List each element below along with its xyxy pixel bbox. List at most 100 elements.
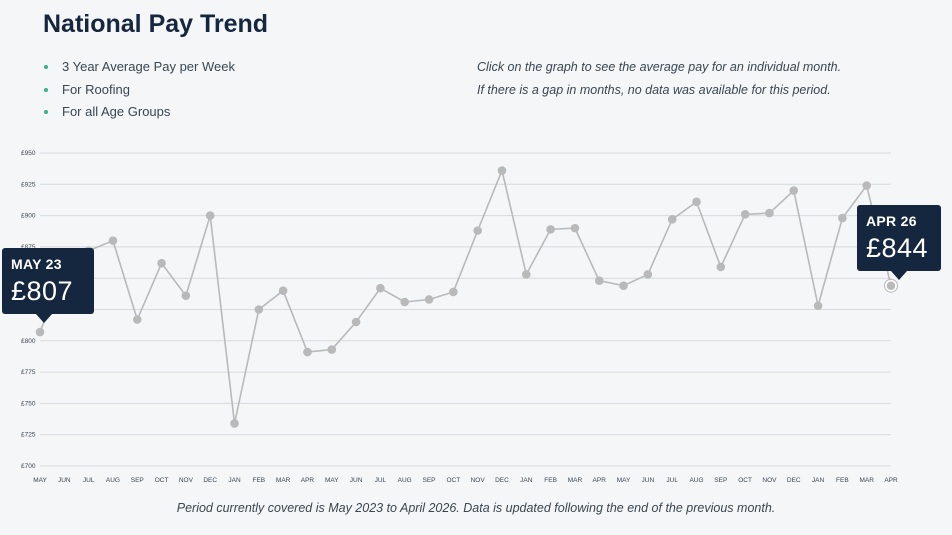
x-tick-label: DEC	[203, 477, 217, 484]
x-tick-label: SEP	[423, 477, 436, 484]
data-point[interactable]	[862, 181, 871, 190]
x-tick-label: JAN	[228, 477, 241, 484]
x-tick-label: JAN	[520, 477, 533, 484]
chart-notes: Click on the graph to see the average pa…	[477, 57, 841, 102]
list-item: 3 Year Average Pay per Week	[43, 57, 235, 80]
x-tick-label: AUG	[398, 477, 412, 484]
x-tick-label: OCT	[446, 477, 460, 484]
data-point[interactable]	[230, 419, 239, 428]
x-tick-label: APR	[884, 477, 898, 484]
x-tick-label: MAY	[33, 477, 47, 484]
x-tick-label: JUL	[375, 477, 387, 484]
y-tick-label: £900	[21, 213, 36, 220]
x-tick-label: SEP	[714, 477, 727, 484]
x-tick-label: MAY	[325, 477, 339, 484]
data-point[interactable]	[716, 262, 726, 272]
data-point[interactable]	[303, 347, 312, 357]
x-tick-label: DEC	[787, 477, 801, 484]
data-point[interactable]	[619, 281, 628, 291]
x-tick-label: JUN	[642, 477, 655, 484]
x-tick-label: JUN	[350, 477, 363, 484]
x-tick-label: FEB	[544, 477, 557, 484]
callout-start-value: £807	[11, 276, 74, 306]
data-point[interactable]	[424, 295, 434, 304]
data-point[interactable]	[327, 345, 337, 354]
data-point[interactable]	[400, 297, 410, 307]
note-click-hint: Click on the graph to see the average pa…	[477, 60, 842, 74]
y-tick-label: £925	[21, 181, 36, 188]
data-point[interactable]	[449, 287, 458, 297]
x-tick-label: FEB	[253, 477, 266, 484]
x-tick-label: FEB	[836, 477, 849, 484]
data-point[interactable]	[570, 223, 580, 233]
list-item-label: 3 Year Average Pay per Week	[62, 59, 235, 74]
callout-start: MAY 23 £807	[2, 248, 94, 323]
note-gap-hint: If there is a gap in months, no data was…	[477, 82, 831, 97]
y-tick-label: £750	[21, 400, 36, 407]
x-tick-label: MAR	[276, 477, 291, 484]
data-point[interactable]	[594, 276, 604, 286]
bullet-icon	[44, 65, 48, 69]
data-point[interactable]	[740, 210, 750, 219]
x-tick-label: NOV	[179, 477, 194, 484]
x-tick-label: AUG	[689, 477, 703, 484]
x-tick-label: JUN	[58, 477, 71, 484]
data-point[interactable]	[521, 270, 531, 279]
list-item: For all Age Groups	[43, 102, 235, 125]
x-tick-label: MAR	[568, 477, 583, 484]
x-tick-label: APR	[593, 477, 607, 484]
data-point[interactable]	[667, 215, 677, 224]
page-title: National Pay Trend	[43, 10, 269, 38]
data-point[interactable]	[692, 197, 701, 207]
data-point[interactable]	[278, 286, 288, 296]
y-tick-label: £725	[21, 432, 36, 439]
y-tick-label: £875	[21, 244, 36, 251]
callout-start-pointer	[36, 314, 52, 323]
x-tick-label: APR	[301, 477, 315, 484]
data-point[interactable]	[497, 166, 507, 175]
data-point[interactable]	[351, 317, 361, 327]
data-point[interactable]	[838, 213, 847, 223]
y-tick-label: £775	[21, 369, 36, 376]
series-line	[39, 167, 892, 424]
data-point[interactable]	[254, 305, 264, 314]
summary-list: 3 Year Average Pay per Week For Roofing …	[43, 57, 235, 125]
data-point[interactable]	[789, 186, 799, 195]
bullet-icon	[44, 110, 48, 114]
callout-end: APR 26 £844	[857, 205, 941, 280]
x-tick-label: JUL	[666, 477, 678, 484]
x-tick-label: OCT	[738, 477, 752, 484]
x-tick-label: SEP	[131, 477, 144, 484]
x-tick-label: NOV	[762, 477, 777, 484]
y-tick-label: £950	[21, 150, 36, 157]
data-point[interactable]	[108, 236, 118, 245]
data-point[interactable]	[885, 279, 897, 292]
list-item-label: For all Age Groups	[62, 104, 171, 119]
data-point[interactable]	[473, 226, 482, 235]
data-point[interactable]	[765, 208, 774, 218]
x-tick-label: DEC	[495, 477, 509, 484]
period-footnote: Period currently covered is May 2023 to …	[176, 501, 776, 515]
data-point[interactable]	[35, 327, 45, 337]
data-point[interactable]	[132, 315, 142, 324]
list-item: For Roofing	[43, 80, 235, 103]
callout-end-value: £844	[866, 233, 929, 263]
data-point[interactable]	[546, 225, 555, 234]
callout-end-month: APR 26	[866, 213, 917, 229]
list-item-label: For Roofing	[62, 81, 130, 97]
y-tick-label: £800	[21, 338, 36, 345]
data-point[interactable]	[376, 283, 385, 293]
x-tick-label: AUG	[106, 477, 120, 484]
data-point[interactable]	[157, 258, 166, 268]
data-point[interactable]	[205, 211, 215, 220]
data-point[interactable]	[643, 270, 653, 279]
callout-start-month: MAY 23	[11, 256, 62, 272]
callout-end-pointer	[891, 271, 907, 280]
bullet-icon	[44, 87, 48, 92]
y-tick-label: £700	[21, 463, 36, 470]
x-tick-label: MAY	[617, 477, 631, 484]
data-point[interactable]	[813, 301, 823, 311]
data-point[interactable]	[181, 291, 191, 301]
x-tick-label: JUL	[83, 477, 95, 484]
